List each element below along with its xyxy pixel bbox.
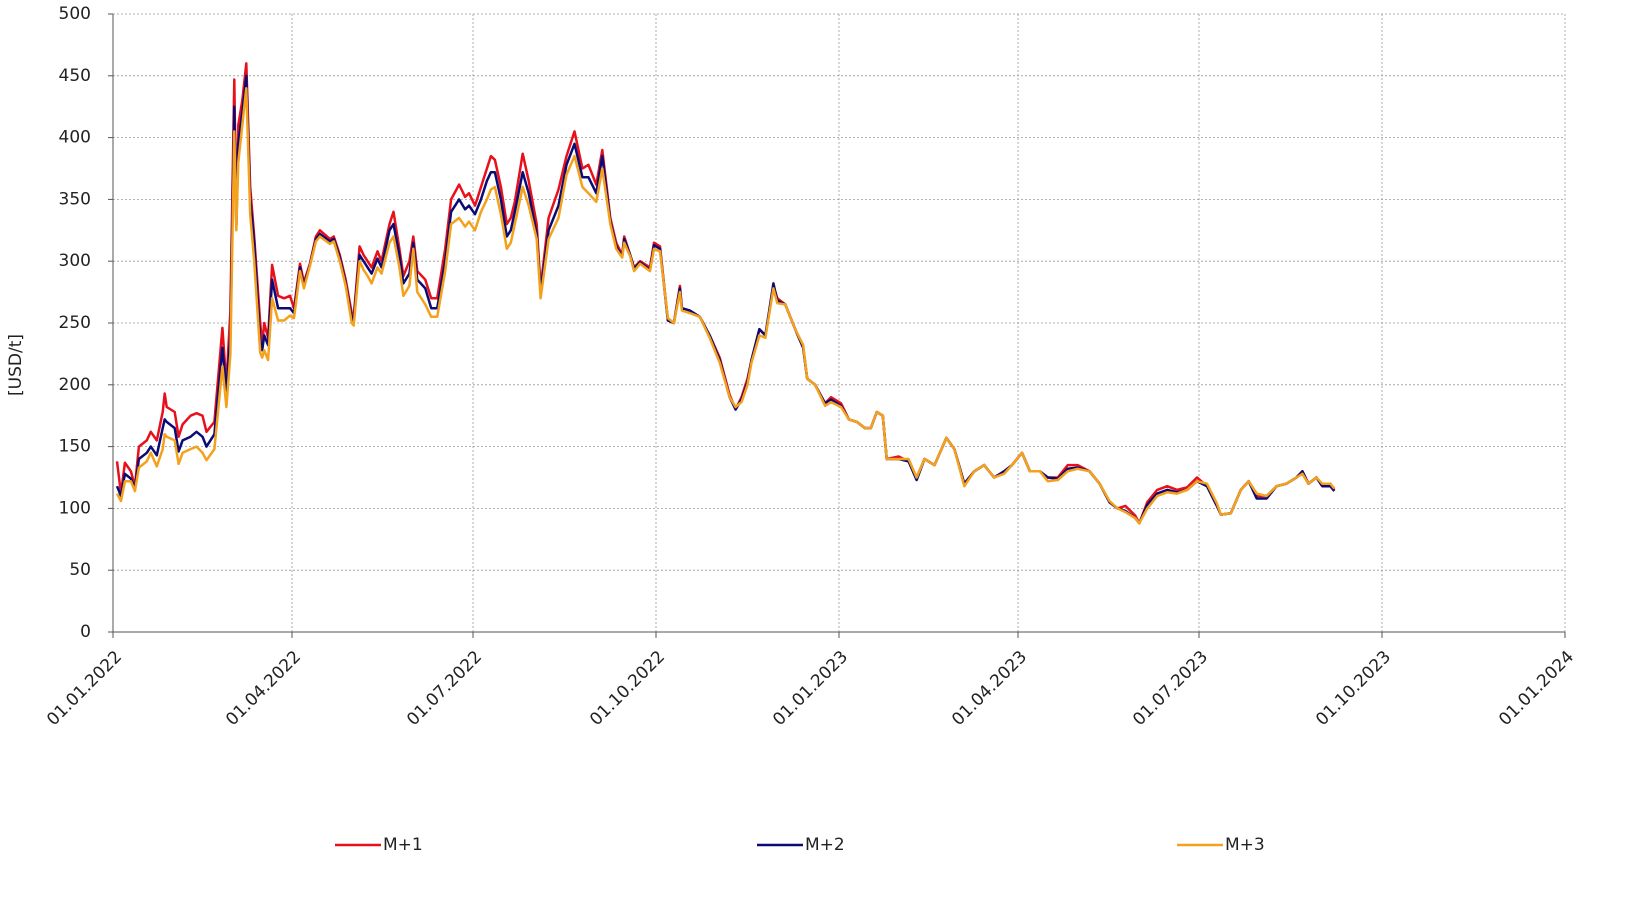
y-tick-label: 350 bbox=[59, 189, 91, 209]
y-tick-label: 200 bbox=[59, 375, 91, 395]
series-line bbox=[115, 86, 1336, 525]
y-tick-label: 300 bbox=[59, 251, 91, 271]
y-tick-label: 500 bbox=[59, 4, 91, 24]
y-tick-label: 250 bbox=[59, 313, 91, 333]
y-tick-label: 400 bbox=[59, 128, 91, 148]
x-tick-label: 01.01.2023 bbox=[769, 647, 852, 730]
x-tick-label: 01.07.2023 bbox=[1129, 647, 1212, 730]
y-tick-label: 100 bbox=[59, 498, 91, 518]
x-tick-label: 01.01.2024 bbox=[1495, 647, 1578, 730]
y-tick-label: 150 bbox=[59, 437, 91, 457]
y-tick-label: 0 bbox=[80, 622, 91, 642]
legend-label: M+1 bbox=[383, 835, 423, 855]
legend-label: M+2 bbox=[805, 835, 845, 855]
series-line bbox=[115, 62, 1336, 525]
y-tick-label: 50 bbox=[69, 560, 91, 580]
y-axis-label: [USD/t] bbox=[6, 334, 26, 396]
x-tick-label: 01.04.2022 bbox=[222, 647, 305, 730]
x-tick-label: 01.07.2022 bbox=[403, 647, 486, 730]
series-line bbox=[115, 74, 1336, 525]
y-tick-label: 450 bbox=[59, 66, 91, 86]
legend-label: M+3 bbox=[1225, 835, 1265, 855]
x-tick-label: 01.01.2022 bbox=[43, 647, 126, 730]
x-tick-label: 01.04.2023 bbox=[948, 647, 1031, 730]
x-tick-label: 01.10.2022 bbox=[586, 647, 669, 730]
x-tick-label: 01.10.2023 bbox=[1312, 647, 1395, 730]
